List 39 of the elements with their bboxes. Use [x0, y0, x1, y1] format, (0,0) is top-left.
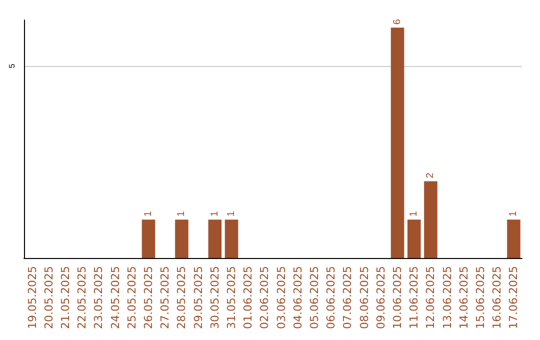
x-tick-label: 29.05.2025	[192, 266, 205, 330]
x-tick-label: 27.05.2025	[158, 266, 172, 330]
x-tick-label: 10.06.2025	[391, 266, 404, 330]
data-label: 2	[425, 172, 436, 178]
x-tick-label: 30.05.2025	[208, 266, 222, 330]
x-tick-label: 01.06.2025	[242, 266, 255, 330]
x-tick-label: 15.06.2025	[474, 266, 487, 330]
x-tick-label: 25.05.2025	[125, 266, 138, 330]
x-tick-label: 05.06.2025	[308, 266, 321, 330]
x-tick-label: 03.06.2025	[274, 266, 288, 330]
x-tick-label: 31.05.2025	[225, 266, 238, 330]
data-label: 1	[143, 210, 154, 217]
x-tick-label: 08.06.2025	[358, 266, 371, 330]
x-tick-label: 02.06.2025	[258, 266, 272, 330]
x-tick-label: 21.05.2025	[59, 266, 72, 330]
data-label: 1	[408, 210, 420, 217]
x-tick-label: 07.06.2025	[341, 266, 354, 330]
x-tick-label: 17.06.2025	[507, 266, 520, 330]
x-tick-label: 09.06.2025	[374, 266, 388, 330]
data-label: 6	[392, 18, 403, 25]
x-tick-label: 16.06.2025	[490, 266, 504, 330]
x-tick-label: 20.05.2025	[42, 266, 56, 330]
x-tick-label: 19.05.2025	[26, 266, 39, 330]
x-tick-label: 13.06.2025	[440, 266, 454, 330]
x-tick-label: 24.05.2025	[108, 266, 122, 330]
x-tick-label: 22.05.2025	[76, 266, 89, 330]
data-label: 1	[209, 210, 220, 217]
data-label: 1	[226, 210, 237, 217]
data-label: 1	[176, 210, 188, 217]
data-label: 1	[508, 210, 520, 217]
x-tick-label: 06.06.2025	[324, 266, 338, 330]
x-tick-label: 26.05.2025	[142, 266, 155, 330]
x-tick-label: 23.05.2025	[92, 266, 106, 330]
x-tick-label: 11.06.2025	[408, 266, 421, 330]
y-tick-label: 5	[8, 63, 16, 68]
x-tick-label: 14.06.2025	[457, 266, 470, 330]
x-tick-label: 12.06.2025	[424, 266, 438, 330]
x-tick-label: 28.05.2025	[175, 266, 188, 330]
x-tick-label: 04.06.2025	[291, 266, 304, 330]
